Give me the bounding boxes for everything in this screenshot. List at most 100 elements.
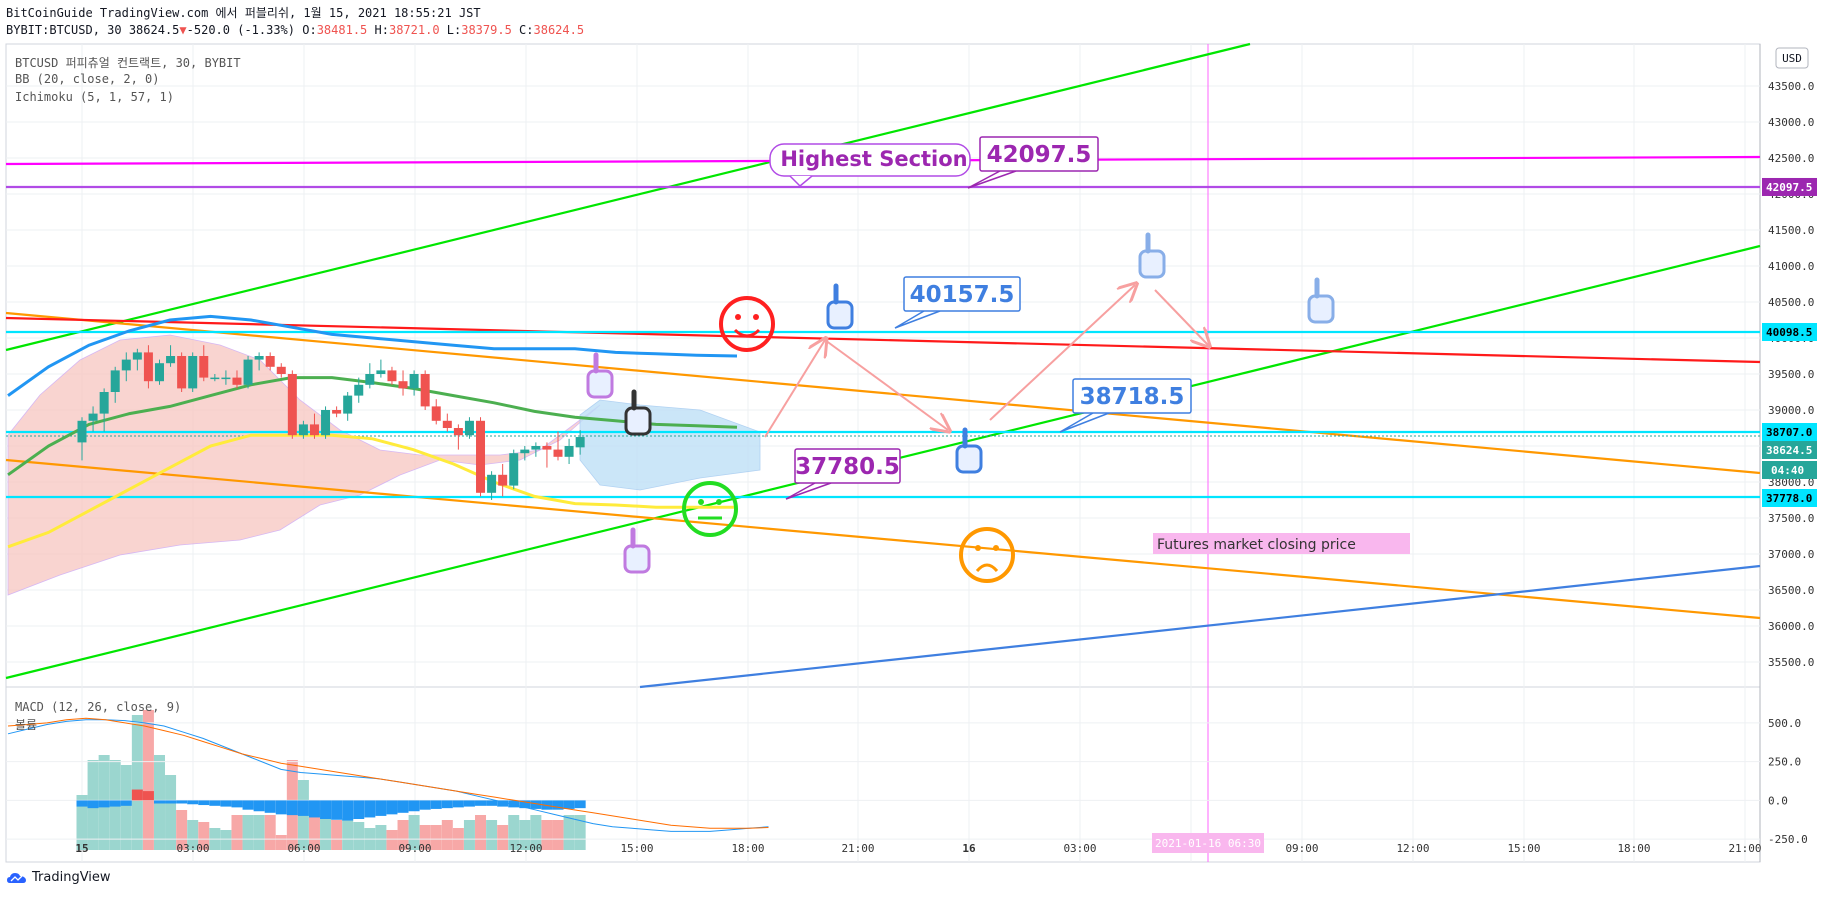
candle-body[interactable]	[321, 410, 331, 436]
time-tick-8: 16	[962, 842, 976, 855]
candle-body[interactable]	[287, 374, 297, 436]
projection-arrow	[824, 339, 948, 430]
candle-body[interactable]	[254, 356, 264, 360]
price-label-bg[interactable]	[1762, 423, 1817, 441]
volume-bar	[441, 820, 453, 850]
candle-body[interactable]	[265, 356, 275, 367]
price-axis[interactable]: 35500.0 36000.0 36500.0 37000.0 37500.0 38000…	[1762, 47, 1817, 669]
callout-40157-box[interactable]	[903, 276, 1021, 312]
macd-hist-bar	[320, 800, 332, 819]
volume-bar	[541, 820, 553, 850]
time-tick-6: 18:00	[731, 842, 764, 855]
ichimoku-legend[interactable]: Ichimoku (5, 1, 57, 1)	[15, 90, 174, 104]
time-tick-14: 18:00	[1617, 842, 1650, 855]
price-tick-label: 43000.0	[1768, 116, 1814, 129]
crosshair-time-label: 2021-01-16 06:30	[1155, 837, 1261, 850]
currency-box[interactable]	[1775, 47, 1809, 69]
candle-body[interactable]	[387, 370, 397, 382]
volume-bar	[264, 815, 276, 850]
candle-body[interactable]	[464, 420, 474, 436]
candle-body[interactable]	[476, 420, 486, 493]
candle-body[interactable]	[298, 424, 308, 436]
candle-body[interactable]	[420, 374, 430, 407]
red-resistance-line	[5, 316, 1761, 364]
price-label-bg[interactable]	[1762, 441, 1817, 459]
candle-body[interactable]	[232, 377, 242, 385]
candle-body[interactable]	[221, 377, 231, 380]
candle-body[interactable]	[542, 446, 552, 450]
candle-body[interactable]	[210, 377, 220, 380]
smiley-red-icon	[719, 296, 775, 352]
price-label-bg[interactable]	[1762, 323, 1817, 341]
candle-body[interactable]	[520, 449, 530, 454]
callouts[interactable]: 42097.5 40157.5 38718.5 37780.5 Highest Sect…	[769, 136, 1410, 554]
candle-body[interactable]	[143, 352, 153, 382]
candle-body[interactable]	[509, 453, 519, 486]
volume-bar	[220, 830, 232, 850]
brand-name: TradingView	[32, 870, 111, 885]
candle-body[interactable]	[487, 474, 497, 493]
candle-body[interactable]	[166, 356, 176, 364]
candle-body[interactable]	[88, 413, 98, 421]
candle-body[interactable]	[453, 428, 463, 436]
candle-body[interactable]	[564, 446, 574, 457]
candle-body[interactable]	[332, 410, 342, 414]
footer-brand[interactable]: TradingView	[6, 870, 111, 885]
price-label-bg[interactable]	[1762, 177, 1817, 196]
macd-hist-bar	[142, 791, 154, 801]
candle-body[interactable]	[575, 437, 585, 448]
callout-38718-box[interactable]	[1072, 378, 1192, 414]
candle-body[interactable]	[376, 370, 386, 374]
candle-body[interactable]	[199, 356, 209, 378]
candle-body[interactable]	[553, 449, 563, 457]
candle-body[interactable]	[99, 392, 109, 414]
candle-body[interactable]	[431, 406, 441, 421]
callout-37780[interactable]: 37780.5	[795, 454, 900, 480]
c-value: 38624.5	[533, 23, 585, 37]
callout-40157[interactable]: 40157.5	[910, 282, 1015, 308]
candle-body[interactable]	[276, 366, 286, 374]
macd-hist-bar	[563, 800, 575, 809]
candle-body[interactable]	[498, 474, 508, 486]
candle-body[interactable]	[243, 359, 253, 385]
callout-37780-box[interactable]	[794, 448, 901, 484]
time-tick-5: 15:00	[620, 842, 653, 855]
price-tick-label: 37500.0	[1768, 512, 1814, 525]
callout-42097-box[interactable]	[979, 136, 1099, 172]
candle-body[interactable]	[77, 420, 87, 443]
macd-legend[interactable]: MACD (12, 26, close, 9)	[15, 700, 182, 714]
volume-bar	[253, 815, 265, 850]
candle-body[interactable]	[354, 384, 364, 396]
candle-body[interactable]	[177, 356, 187, 389]
candle-body[interactable]	[398, 381, 408, 389]
candle-body[interactable]	[442, 420, 452, 428]
callout-38718[interactable]: 38718.5	[1080, 384, 1185, 410]
candle-body[interactable]	[154, 363, 164, 382]
candles[interactable]	[77, 345, 585, 500]
candle-body[interactable]	[309, 424, 319, 436]
volume-bar	[142, 710, 154, 850]
time-axis[interactable]: 15 03:00 06:00 09:00 12:00 15:00 18:00 21:00 16 0…	[75, 833, 1762, 855]
volume-legend[interactable]: 볼륨	[15, 718, 38, 732]
candle-body[interactable]	[365, 374, 375, 385]
volume-bar	[242, 815, 254, 850]
candle-body[interactable]	[188, 356, 198, 389]
candle-body[interactable]	[531, 446, 541, 450]
candle-body[interactable]	[409, 374, 419, 389]
macd-hist-bar	[397, 800, 409, 813]
candle-body[interactable]	[132, 352, 142, 360]
last-price-text: 38624.5	[128, 23, 180, 37]
instrument-legend[interactable]: BTCUSD 퍼피츄얼 컨트랙트, 30, BYBIT	[15, 56, 241, 70]
futures-label-bg	[1153, 533, 1410, 554]
candle-body[interactable]	[343, 395, 353, 414]
orange-lower-line	[5, 458, 1761, 620]
projection-arrows	[764, 285, 1208, 438]
candle-body[interactable]	[110, 370, 120, 392]
callout-42097[interactable]: 42097.5	[987, 142, 1092, 168]
macd-hist-bar	[574, 800, 586, 809]
bb-legend[interactable]: BB (20, close, 2, 0)	[15, 72, 160, 86]
candle-body[interactable]	[121, 359, 131, 371]
volume-bar	[408, 815, 420, 850]
price-label-bg[interactable]	[1762, 489, 1817, 507]
